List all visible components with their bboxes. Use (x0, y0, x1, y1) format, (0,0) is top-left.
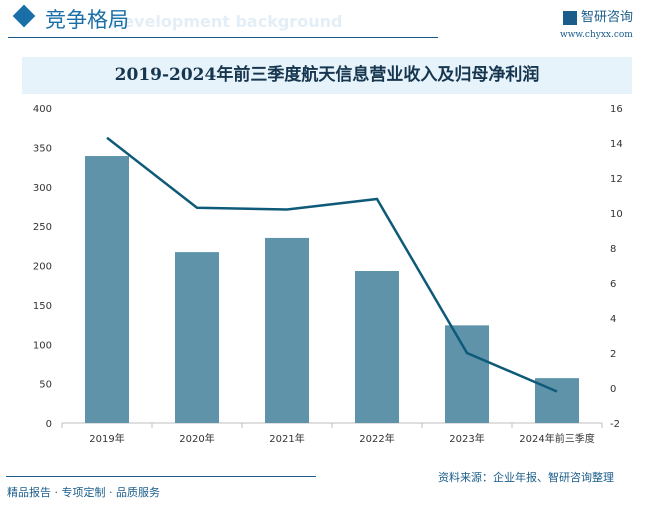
right-tick-label: 2 (610, 349, 616, 360)
right-tick-label: 6 (610, 279, 616, 290)
x-tick-label: 2022年 (359, 432, 394, 445)
left-tick-label: 200 (33, 262, 52, 273)
logo-icon (563, 10, 577, 25)
bar (175, 252, 219, 423)
left-tick-label: 100 (33, 340, 52, 351)
header-divider (8, 37, 438, 38)
footer-slogan: 精品报告 · 专项定制 · 品质服务 (7, 486, 160, 499)
logo: 智研咨询 (563, 6, 633, 25)
right-tick-label: -2 (610, 419, 620, 430)
x-tick-label: 2021年 (269, 432, 304, 445)
right-tick-label: 10 (610, 209, 623, 220)
left-tick-label: 350 (33, 143, 52, 154)
right-tick-label: 12 (610, 174, 623, 185)
right-tick-label: 4 (610, 314, 616, 325)
profit-line (106, 136, 558, 393)
x-tick-label: 2019年 (89, 432, 124, 445)
left-tick-label: 0 (46, 419, 52, 430)
right-tick-label: 0 (610, 384, 616, 395)
bar (85, 156, 129, 423)
left-tick-label: 150 (33, 301, 52, 312)
bar (355, 271, 399, 423)
x-tick-label: 2020年 (179, 432, 214, 445)
left-tick-label: 50 (39, 380, 52, 391)
source-note: 资料来源：企业年报、智研咨询整理 (438, 471, 614, 484)
chart-title: 2019-2024年前三季度航天信息营业收入及归母净利润 (22, 57, 632, 94)
header-bg-text: Development background (110, 12, 343, 31)
right-tick-label: 16 (610, 104, 623, 115)
website-url: www.chyxx.com (560, 30, 633, 40)
section-title: 竞争格局 (45, 8, 129, 32)
left-tick-label: 400 (33, 104, 52, 115)
logo-text: 智研咨询 (581, 10, 634, 25)
bar (445, 325, 489, 423)
right-tick-label: 8 (610, 244, 616, 255)
left-tick-label: 250 (33, 222, 52, 233)
footer-divider (6, 476, 316, 477)
left-tick-label: 300 (33, 183, 52, 194)
x-tick-label: 2024年前三季度 (519, 432, 594, 445)
bar (265, 237, 309, 423)
right-tick-label: 14 (610, 139, 623, 150)
x-tick-label: 2023年 (449, 432, 484, 445)
